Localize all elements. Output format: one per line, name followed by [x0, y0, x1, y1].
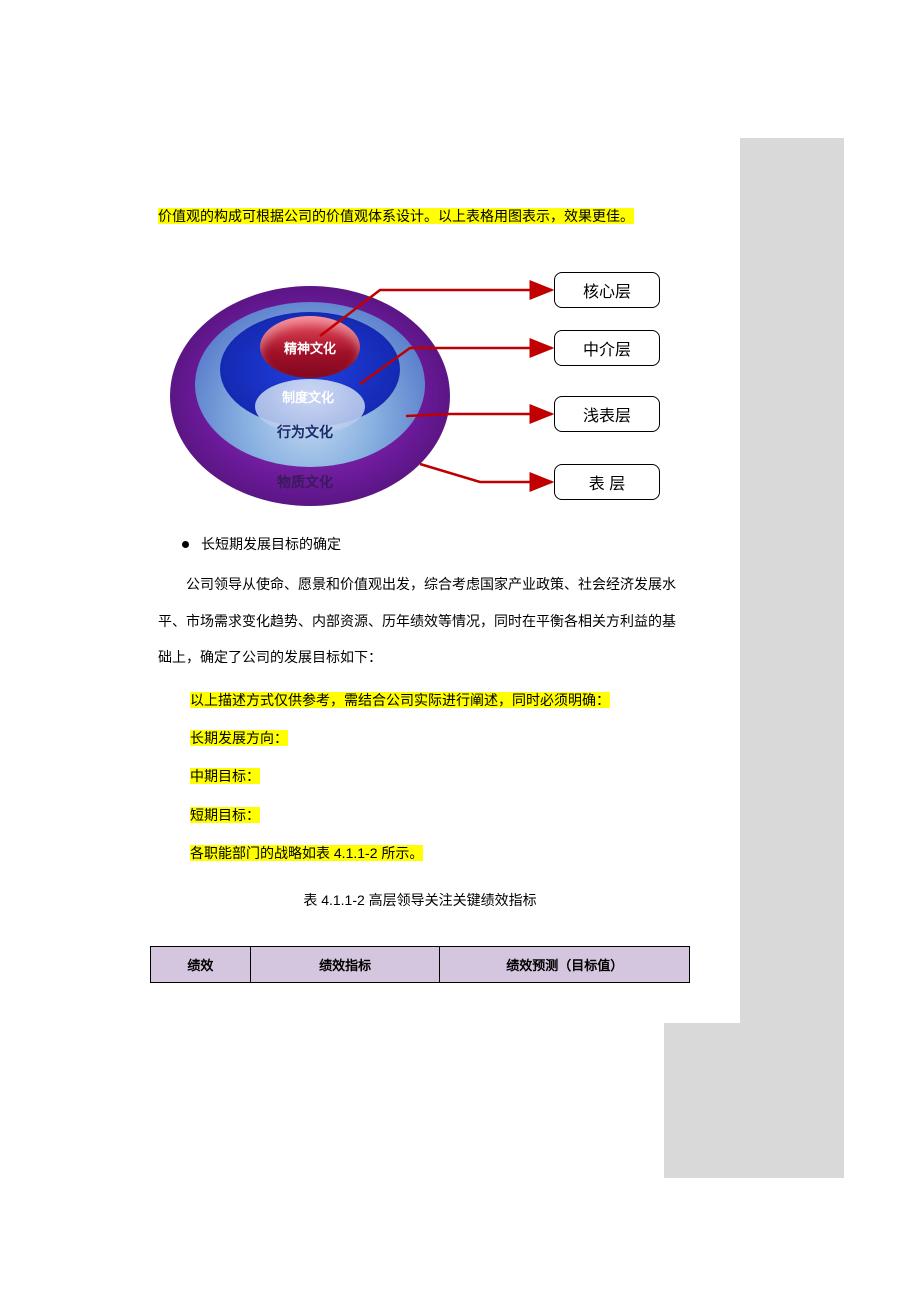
callout-box-4: 表 层 — [554, 464, 660, 500]
table-col-2: 绩效指标 — [250, 946, 440, 982]
layer-1-label: 精神文化 — [284, 338, 336, 357]
callout-box-1: 核心层 — [554, 272, 660, 308]
layer-3-label: 行为文化 — [277, 422, 333, 442]
table-header-row: 绩效 绩效指标 绩效预测（目标值） — [151, 946, 690, 982]
highlighted-lines-block: 以上描述方式仅供参考，需结合公司实际进行阐述，同时必须明确： 长期发展方向： 中… — [190, 682, 682, 872]
callout-box-3: 浅表层 — [554, 396, 660, 432]
bullet-text: 长短期发展目标的确定 — [201, 534, 341, 554]
document-page: 价值观的构成可根据公司的价值观体系设计。以上表格用图表示，效果更佳。 精神文化 … — [100, 138, 740, 1023]
callout-2-text: 中介层 — [583, 336, 631, 360]
table-caption: 表 4.1.1-2 高层领导关注关键绩效指标 — [158, 890, 682, 910]
hl-line-1: 以上描述方式仅供参考，需结合公司实际进行阐述，同时必须明确： — [190, 692, 610, 708]
callout-3-text: 浅表层 — [583, 402, 631, 426]
hl-line-3: 中期目标： — [190, 768, 260, 784]
hl-line-5: 各职能部门的战略如表 4.1.1-2 所示。 — [190, 845, 423, 861]
table-col-1: 绩效 — [151, 946, 251, 982]
performance-table: 绩效 绩效指标 绩效预测（目标值） — [150, 946, 690, 983]
culture-layers-diagram: 精神文化 制度文化 行为文化 物质文化 核心层 中介层 浅表层 表 层 — [160, 254, 680, 514]
callout-4-text: 表 层 — [589, 470, 625, 494]
bullet-item: 长短期发展目标的确定 — [182, 534, 682, 554]
layer-4-label: 物质文化 — [277, 472, 333, 492]
hl-line-4: 短期目标： — [190, 807, 260, 823]
top-note-text: 价值观的构成可根据公司的价值观体系设计。以上表格用图表示，效果更佳。 — [158, 208, 634, 224]
ellipse-layer-1: 精神文化 — [260, 316, 360, 378]
table-col-3: 绩效预测（目标值） — [440, 946, 690, 982]
bullet-dot-icon — [182, 541, 189, 548]
layer-2-label: 制度文化 — [282, 387, 334, 406]
callout-box-2: 中介层 — [554, 330, 660, 366]
hl-line-2: 长期发展方向： — [190, 730, 288, 746]
body-paragraph: 公司领导从使命、愿景和价值观出发，综合考虑国家产业政策、社会经济发展水平、市场需… — [158, 566, 682, 675]
callout-1-text: 核心层 — [583, 278, 631, 302]
top-highlight-note: 价值观的构成可根据公司的价值观体系设计。以上表格用图表示，效果更佳。 — [158, 198, 682, 234]
